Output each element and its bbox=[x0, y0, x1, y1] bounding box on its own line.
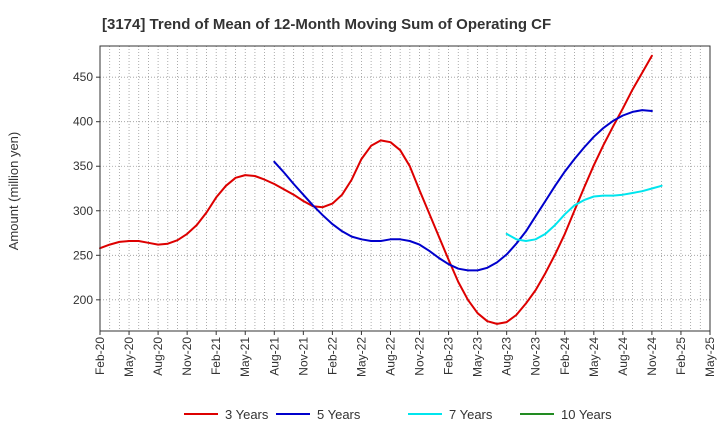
x-tick-label: Aug-20 bbox=[151, 337, 165, 376]
legend-label-5-years: 5 Years bbox=[317, 407, 361, 422]
x-tick-label: Nov-23 bbox=[529, 337, 543, 376]
series-line-3-years bbox=[99, 54, 653, 325]
x-tick-label: Nov-22 bbox=[413, 337, 427, 376]
x-tick-label: Feb-22 bbox=[325, 337, 339, 375]
chart-title: [3174] Trend of Mean of 12-Month Moving … bbox=[102, 16, 551, 33]
series-line-5-years bbox=[273, 109, 653, 272]
x-tick-label: Feb-21 bbox=[209, 337, 223, 375]
x-tick-label: May-22 bbox=[354, 337, 368, 377]
y-tick-label: 250 bbox=[73, 248, 93, 262]
x-tick-label: May-20 bbox=[122, 337, 136, 377]
x-tick-label: Feb-24 bbox=[558, 337, 572, 375]
x-tick-label: Aug-24 bbox=[616, 337, 630, 376]
legend: 3 Years 5 Years 7 Years 10 Years bbox=[184, 407, 612, 422]
x-tick-label: Aug-23 bbox=[500, 337, 514, 376]
x-tick-label: Nov-24 bbox=[645, 337, 659, 376]
x-tick-label: May-21 bbox=[238, 337, 252, 377]
x-tick-label: Nov-20 bbox=[180, 337, 194, 376]
grid-layer bbox=[100, 46, 710, 331]
legend-label-7-years: 7 Years bbox=[449, 407, 493, 422]
x-tick-layer: Feb-20 May-20 Aug-20 Nov-20 Feb-21 May-21 Aug-… bbox=[93, 331, 717, 377]
y-tick-label: 450 bbox=[73, 70, 93, 84]
y-tick-label: 350 bbox=[73, 159, 93, 173]
legend-label-10-years: 10 Years bbox=[561, 407, 612, 422]
plot-area bbox=[100, 46, 710, 331]
series-line-7-years bbox=[505, 184, 663, 242]
plot-border bbox=[99, 45, 711, 332]
x-tick-label: Feb-25 bbox=[674, 337, 688, 375]
x-tick-label: Nov-21 bbox=[296, 337, 310, 376]
x-tick-label: Aug-22 bbox=[383, 337, 397, 376]
y-tick-label: 200 bbox=[73, 293, 93, 307]
y-tick-layer: 200 250 300 350 400 450 bbox=[73, 70, 100, 307]
y-tick-label: 300 bbox=[73, 204, 93, 218]
y-tick-label: 400 bbox=[73, 115, 93, 129]
x-tick-label: May-24 bbox=[587, 337, 601, 377]
x-tick-label: Feb-20 bbox=[93, 337, 107, 375]
legend-label-3-years: 3 Years bbox=[225, 407, 269, 422]
x-tick-label: Feb-23 bbox=[442, 337, 456, 375]
x-tick-label: May-25 bbox=[703, 337, 717, 377]
x-tick-label: Aug-21 bbox=[267, 337, 281, 376]
x-tick-label: May-23 bbox=[471, 337, 485, 377]
y-axis-label: Amount (million yen) bbox=[6, 132, 21, 251]
series-layer bbox=[99, 54, 663, 325]
